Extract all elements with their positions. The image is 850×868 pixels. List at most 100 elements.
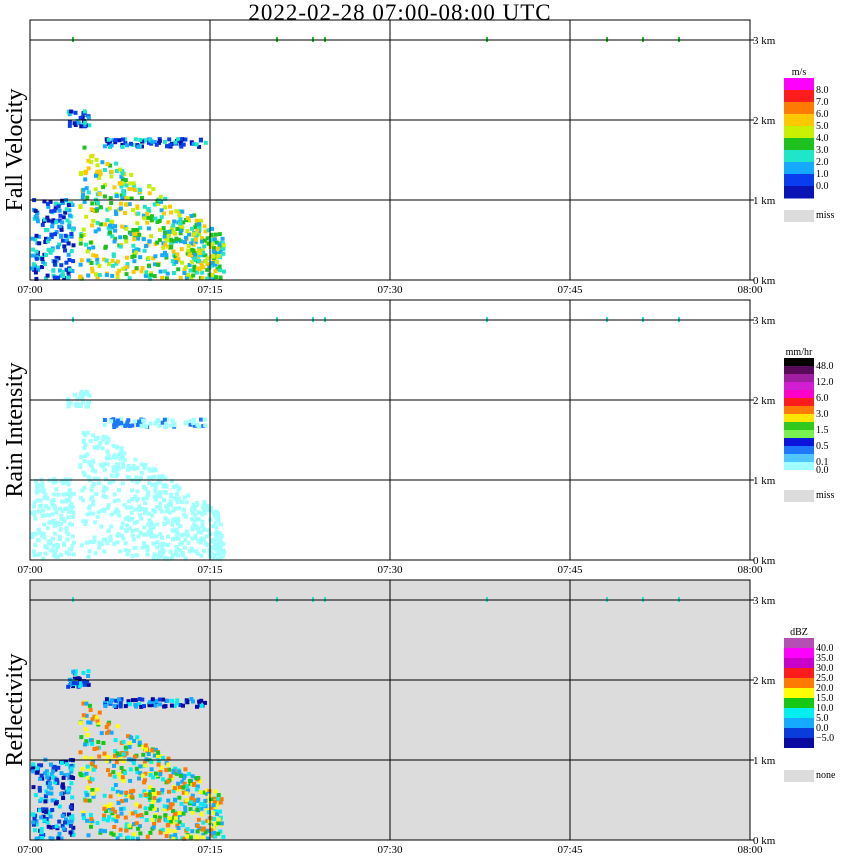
echo-cell	[193, 536, 198, 541]
echo-cell	[142, 525, 147, 530]
echo-cell	[142, 704, 146, 709]
echo-cell	[149, 759, 154, 764]
echo-cell	[84, 389, 89, 394]
echo-cell	[216, 817, 221, 822]
echo-cell	[213, 822, 218, 827]
echo-cell	[87, 549, 92, 554]
echo-cell	[178, 542, 183, 547]
echo-cell	[81, 192, 85, 197]
echo-cell	[81, 431, 86, 436]
echo-cell	[49, 772, 54, 777]
echo-cell	[178, 524, 183, 529]
echo-cell	[39, 797, 44, 802]
echo-cell	[118, 417, 123, 422]
echo-cell	[124, 239, 129, 244]
echo-cell	[96, 444, 101, 449]
echo-cell	[129, 789, 133, 794]
echo-cell	[104, 456, 109, 461]
echo-cell	[159, 554, 164, 559]
echo-cell	[172, 529, 177, 534]
echo-cell	[215, 556, 220, 561]
echo-cell	[50, 512, 55, 517]
echo-cell	[169, 245, 174, 249]
echo-cell	[149, 234, 154, 239]
echo-cell	[64, 499, 69, 504]
echo-cell	[127, 744, 132, 749]
echo-cell	[62, 759, 67, 764]
colorbar-label: 0.0	[816, 181, 829, 192]
echo-cell	[104, 495, 109, 500]
echo-cell	[113, 140, 118, 145]
colorbar-label: −5.0	[816, 733, 834, 744]
echo-cell	[158, 770, 163, 775]
echo-cell	[199, 806, 204, 811]
echo-cell	[165, 417, 170, 422]
echo-cell	[183, 421, 188, 426]
echo-cell	[69, 781, 74, 786]
colorbar-swatch	[784, 678, 814, 689]
echo-cell	[69, 815, 74, 820]
echo-cell	[146, 255, 151, 260]
echo-cell	[50, 224, 55, 229]
echo-cell	[182, 495, 187, 500]
echo-cell	[105, 731, 110, 735]
echo-cell	[213, 232, 218, 237]
echo-cell	[206, 508, 211, 513]
echo-cell	[114, 474, 119, 479]
echo-cell	[147, 792, 152, 797]
echo-cell	[85, 452, 90, 457]
echo-cell	[75, 118, 80, 123]
echo-cell	[136, 826, 141, 831]
echo-cell	[51, 218, 56, 223]
echo-cell	[163, 476, 168, 481]
echo-cell	[152, 796, 157, 800]
echo-cell	[177, 496, 181, 501]
echo-cell	[210, 552, 214, 557]
echo-cell	[194, 549, 199, 554]
echo-cell	[148, 830, 153, 835]
echo-cell	[165, 556, 170, 561]
echo-cell	[169, 703, 174, 708]
echo-cell	[66, 790, 71, 795]
echo-cell	[190, 505, 195, 510]
echo-cell	[49, 234, 54, 239]
echo-cell	[90, 201, 95, 206]
echo-cell	[190, 793, 195, 798]
colorbar-label: 1.0	[816, 169, 829, 180]
echo-cell	[66, 203, 71, 208]
echo-cell	[172, 812, 177, 817]
echo-cell	[67, 552, 72, 557]
echo-cell	[158, 269, 163, 274]
echo-cell	[213, 547, 218, 552]
colorbar-swatch	[784, 102, 814, 115]
echo-cell	[190, 526, 195, 531]
echo-cell	[64, 207, 69, 212]
echo-cell	[169, 210, 174, 215]
echo-cell	[58, 552, 63, 557]
echo-cell	[194, 787, 199, 792]
echo-cell	[80, 488, 85, 493]
echo-cell	[180, 779, 185, 784]
echo-cell	[162, 234, 167, 239]
echo-cell	[135, 489, 140, 494]
echo-cell	[121, 461, 125, 466]
echo-cell	[140, 266, 145, 271]
echo-cell	[143, 510, 147, 515]
echo-cell	[130, 254, 135, 259]
echo-cell	[135, 221, 140, 226]
echo-cell	[155, 545, 160, 550]
echo-cell	[119, 446, 124, 451]
echo-cell	[69, 232, 74, 236]
echo-cell	[189, 697, 194, 701]
echo-cell	[45, 228, 50, 232]
echo-cell	[127, 823, 132, 828]
echo-cell	[187, 549, 192, 554]
echo-cell	[116, 498, 121, 503]
echo-cell	[101, 464, 105, 469]
echo-cell	[32, 816, 37, 821]
echo-cell	[114, 760, 119, 765]
echo-cell	[192, 802, 196, 807]
echo-cell	[189, 517, 194, 521]
echo-cell	[119, 697, 124, 702]
